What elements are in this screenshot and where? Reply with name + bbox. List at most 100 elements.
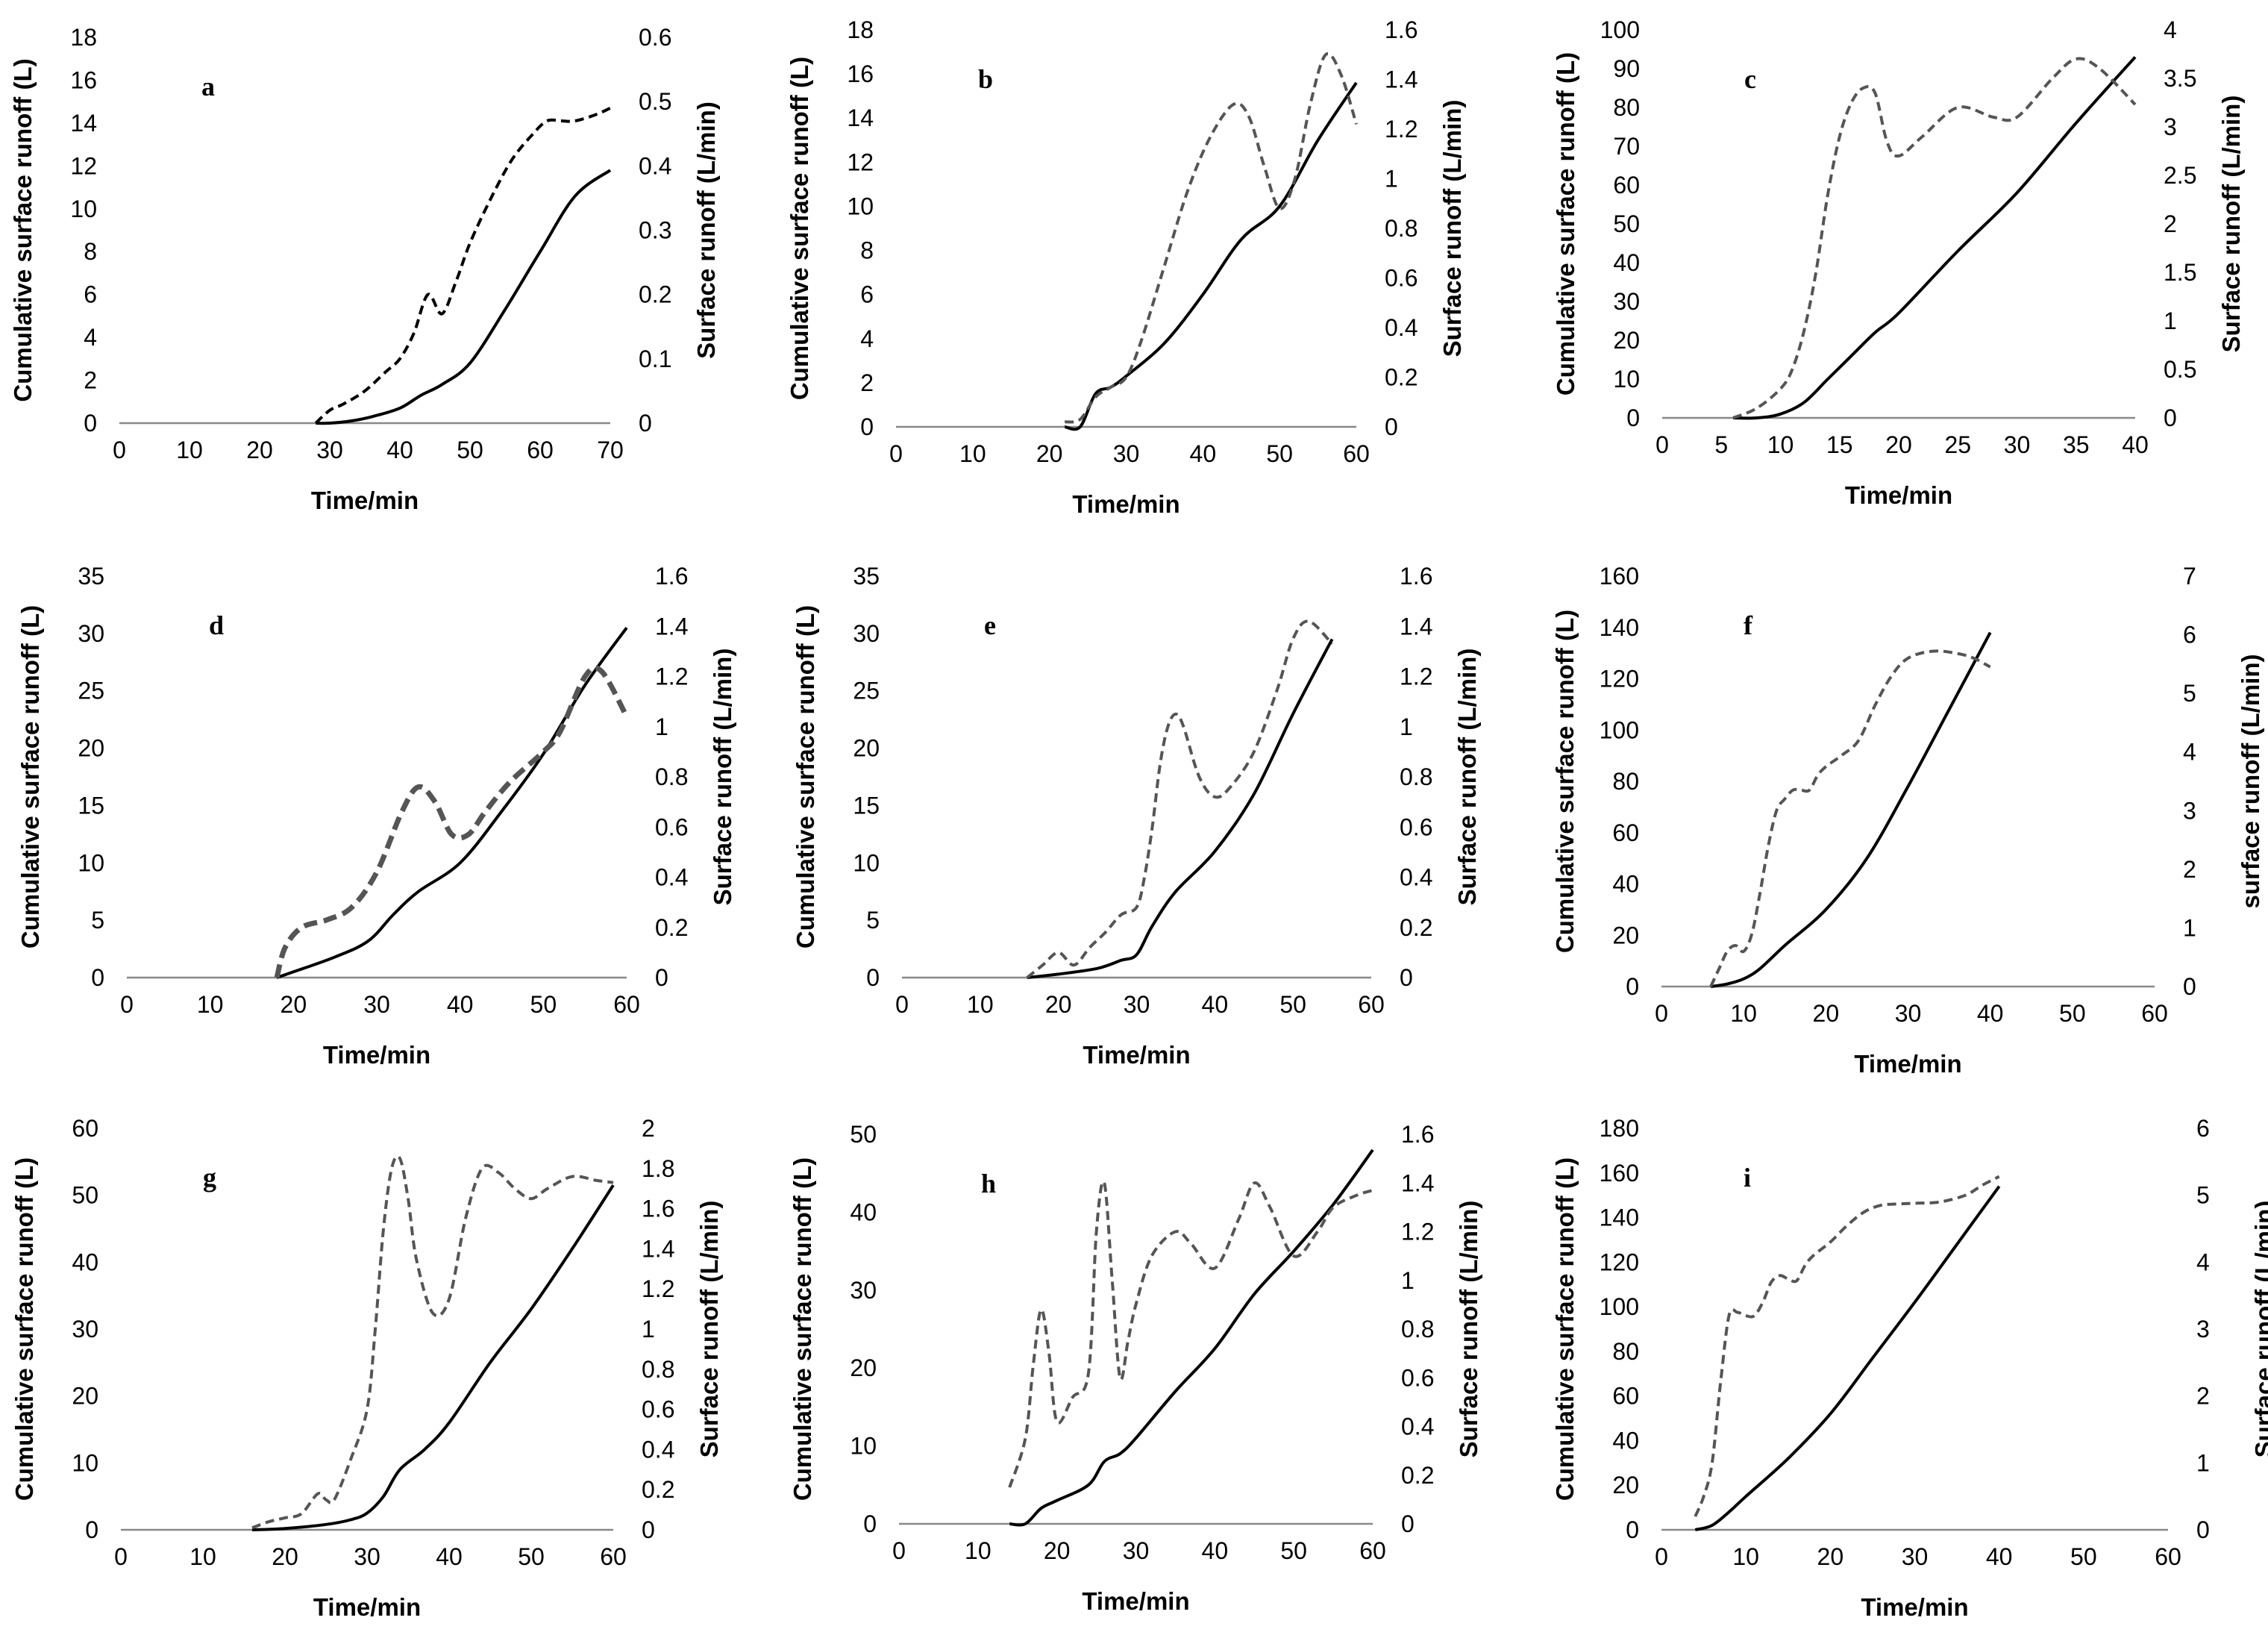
y-left-tick-label: 2 [84,367,97,394]
x-tick-label: 60 [600,1543,627,1570]
y-right-axis-title: Surface runoff (L/min) [1455,1201,1482,1458]
y-left-tick-label: 80 [1612,1338,1639,1365]
x-tick-label: 20 [272,1543,298,1570]
y-right-tick-label: 4 [2183,739,2196,766]
x-tick-label: 10 [176,437,203,463]
y-right-tick-label: 0.5 [639,88,671,115]
y-right-tick-label: 2 [642,1115,655,1142]
x-tick-label: 20 [1813,1000,1840,1027]
y-left-tick-label: 15 [853,792,880,819]
y-left-tick-label: 140 [1600,1204,1639,1231]
y-right-tick-label: 0.8 [1400,763,1432,790]
x-tick-label: 30 [1902,1543,1929,1570]
y-right-tick-label: 3 [2183,797,2196,824]
y-right-tick-label: 2 [2183,856,2196,883]
y-right-tick-label: 0.6 [1385,265,1418,292]
x-tick-label: 20 [246,437,273,463]
y-left-tick-label: 8 [84,238,97,265]
y-right-tick-label: 0 [1385,413,1398,440]
cumulative-runoff-line [1733,56,2137,420]
panel-d: 0 10 20 30 40 50 60 0 5 10 15 20 25 30 35 0 0.2 0.4 0.6 0.8… [16,563,736,1069]
x-tick-label: 40 [2122,431,2149,458]
y-left-tick-label: 20 [853,735,880,762]
x-tick-label: 40 [1202,1537,1229,1564]
x-tick-label: 50 [530,991,557,1018]
y-right-tick-label: 0.4 [1385,314,1418,341]
panel-label: b [978,64,993,94]
panel-label: c [1744,64,1756,94]
panel-label: h [981,1169,996,1198]
x-tick-label: 50 [2070,1543,2097,1570]
y-left-tick-label: 50 [72,1182,98,1209]
y-right-tick-label: 0.8 [1385,215,1418,242]
x-tick-label: 30 [354,1543,380,1570]
y-left-tick-label: 6 [860,281,874,308]
y-right-tick-label: 0 [655,964,668,991]
y-left-tick-label: 18 [847,16,874,43]
x-axis-title: Time/min [1082,1587,1189,1615]
x-tick-label: 0 [1655,1543,1668,1570]
surface-runoff-rate-line [274,664,630,978]
y-left-axis-title: Cumulative surface runoff (L) [16,605,44,948]
y-right-tick-label: 0.4 [639,152,671,179]
x-tick-label: 30 [363,991,390,1018]
y-left-tick-label: 10 [1613,366,1640,393]
y-left-tick-label: 0 [91,964,104,991]
y-right-tick-label: 0 [639,410,652,437]
y-right-tick-label: 0.4 [1401,1413,1434,1440]
y-right-tick-label: 0 [1401,1510,1415,1537]
y-left-tick-label: 10 [847,193,874,219]
y-left-tick-label: 0 [85,1516,98,1543]
panel-label: e [984,610,996,640]
y-left-tick-label: 12 [847,149,874,175]
y-right-tick-label: 1 [642,1316,655,1343]
x-tick-label: 10 [1732,1543,1759,1570]
y-left-tick-label: 14 [847,104,874,131]
x-tick-label: 0 [120,991,134,1018]
surface-runoff-rate-line [314,106,611,425]
y-right-tick-label: 0.2 [655,914,688,941]
surface-runoff-rate-line [1026,619,1334,979]
x-axis-title: Time/min [1072,490,1180,518]
y-right-tick-label: 1.2 [1385,116,1418,143]
x-tick-label: 20 [1885,431,1912,458]
x-tick-label: 20 [1044,1537,1071,1564]
y-right-tick-label: 1.2 [642,1275,674,1302]
x-tick-label: 40 [1190,440,1217,467]
x-tick-label: 0 [892,1537,906,1564]
y-right-tick-label: 1.8 [642,1155,674,1182]
y-left-tick-label: 60 [72,1115,98,1142]
x-tick-label: 0 [889,440,903,467]
y-right-tick-label: 6 [2196,1115,2210,1142]
cumulative-runoff-line [316,169,612,425]
x-tick-label: 0 [1655,1000,1668,1027]
y-right-tick-label: 1.4 [642,1235,674,1262]
y-left-axis-title: Cumulative surface runoff (L) [1551,1157,1579,1501]
x-tick-label: 5 [1714,431,1728,458]
cumulative-runoff-line [1710,631,1992,988]
y-left-tick-label: 20 [78,735,104,762]
y-left-tick-label: 16 [847,60,874,87]
y-right-tick-label: 1.6 [1400,563,1432,590]
x-tick-label: 20 [281,991,307,1018]
y-right-tick-label: 0.2 [639,281,671,308]
x-axis-title: Time/min [323,1041,430,1069]
y-left-tick-label: 16 [70,66,97,93]
x-tick-label: 50 [2059,1000,2086,1027]
y-right-tick-label: 0.8 [1401,1316,1434,1343]
x-tick-label: 20 [1036,440,1063,467]
y-left-tick-label: 50 [850,1121,877,1148]
y-left-tick-label: 160 [1600,563,1639,590]
surface-runoff-rate-line [1008,1180,1373,1488]
y-right-tick-label: 0.2 [1400,914,1432,941]
x-tick-label: 40 [436,1543,463,1570]
y-left-tick-label: 0 [1626,973,1639,1000]
y-right-tick-label: 1.4 [1400,613,1432,640]
x-tick-label: 30 [1113,440,1140,467]
y-right-tick-label: 3 [2196,1316,2210,1343]
y-left-tick-label: 100 [1600,16,1640,43]
y-left-tick-label: 15 [78,792,104,819]
y-left-tick-label: 6 [84,281,97,308]
y-left-axis-title: Cumulative surface runoff (L) [9,58,37,401]
y-right-tick-label: 1 [2164,307,2177,334]
